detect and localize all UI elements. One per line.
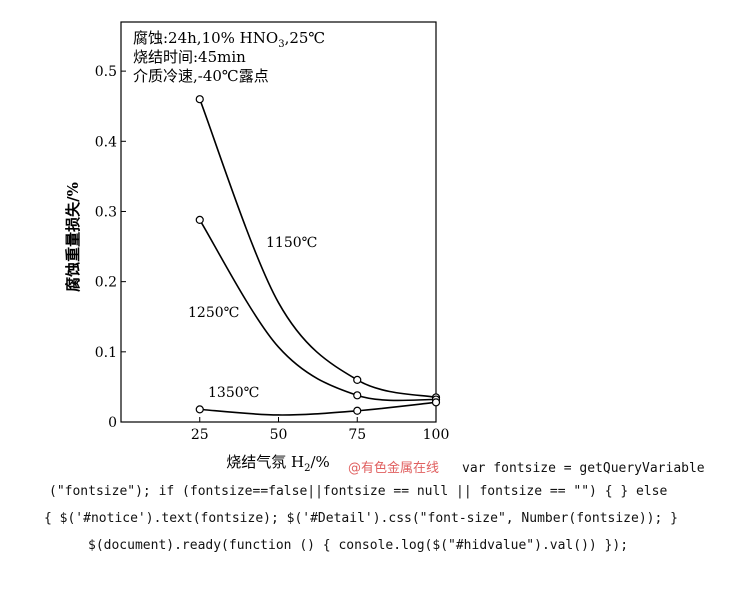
series-line-2: [199, 401, 437, 416]
y-tick-label: 0.1: [95, 345, 117, 361]
x-tick-label: 75: [348, 427, 366, 443]
condition-line-1: 腐蚀:24h,10% HNO3,25℃: [133, 29, 325, 50]
y-tick-label: 0.3: [95, 204, 117, 220]
data-point: [431, 398, 441, 407]
y-tick-label: 0.4: [95, 134, 117, 150]
condition-line-2: 烧结时间:45min: [133, 48, 246, 66]
y-tick-label: 0: [108, 415, 117, 431]
y-tick-label: 0.2: [95, 275, 117, 291]
series-label-1250: 1250℃: [188, 305, 239, 321]
code-line-3: { $('#notice').text(fontsize); $('#Detai…: [44, 511, 678, 526]
code-line-1: var fontsize = getQueryVariable: [462, 461, 705, 476]
series-label-1350: 1350℃: [208, 385, 259, 401]
y-axis-label: 腐蚀重量损失/%: [64, 182, 82, 292]
code-line-4: $(document).ready(function () { console.…: [88, 538, 629, 553]
x-tick-label: 50: [270, 427, 288, 443]
condition-line-3: 介质冷速,-40℃露点: [133, 67, 269, 85]
data-point: [195, 95, 204, 104]
x-tick-label: 100: [423, 427, 450, 443]
data-point: [353, 375, 362, 384]
data-point: [195, 405, 204, 414]
x-axis-label: 烧结气氛 H2/%: [226, 453, 330, 474]
x-tick-label: 25: [191, 427, 209, 443]
series-label-1150: 1150℃: [266, 235, 317, 251]
watermark: @有色金属在线: [348, 461, 440, 476]
data-point: [195, 215, 204, 224]
data-point: [353, 406, 362, 415]
code-line-2: ("fontsize"); if (fontsize==false||fonts…: [49, 484, 668, 499]
y-tick-label: 0.5: [95, 64, 117, 80]
series-line-0: [199, 98, 437, 399]
data-point: [353, 391, 362, 400]
series-line-1: [199, 219, 437, 402]
